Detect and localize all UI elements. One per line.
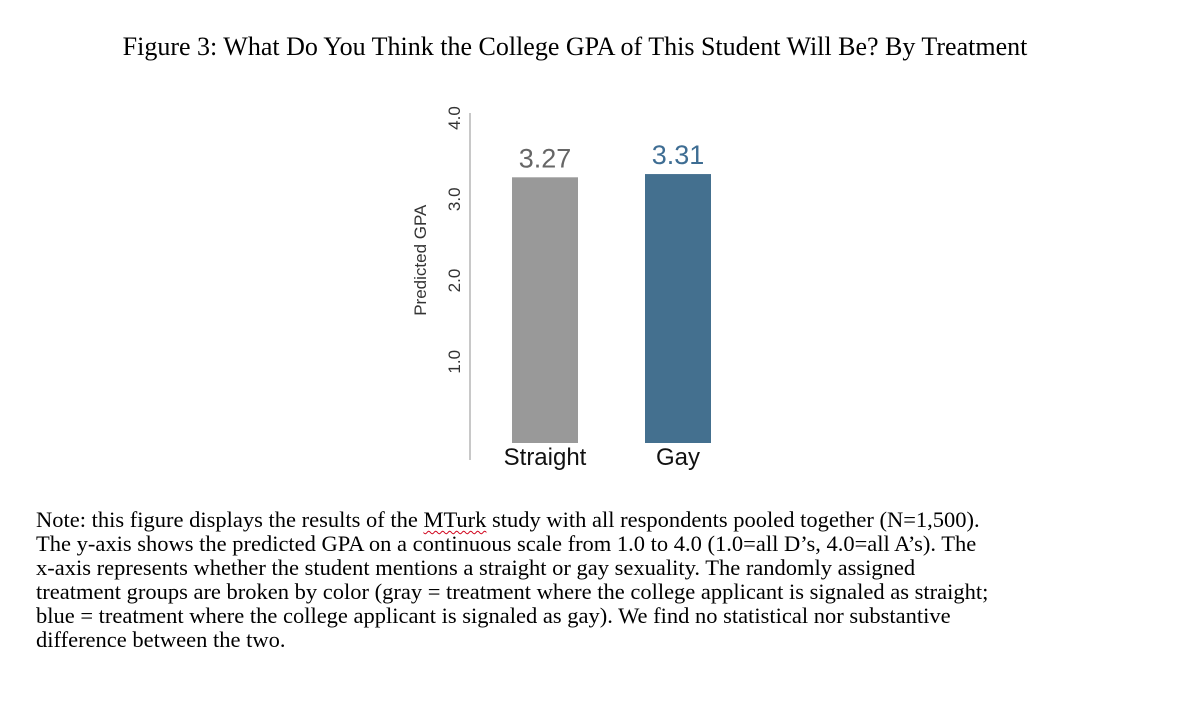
x-category-label: Straight: [504, 444, 587, 471]
figure-note: Note: this figure displays the results o…: [36, 508, 1146, 652]
note-text: study with all respondents pooled togeth…: [486, 507, 980, 532]
x-category-label: Gay: [656, 444, 700, 471]
note-line: x-axis represents whether the student me…: [36, 555, 916, 580]
note-mturk-word: MTurk: [423, 507, 487, 532]
bar-gay: [645, 174, 711, 443]
note-line: blue = treatment where the college appli…: [36, 603, 951, 628]
y-tick-label: 3.0: [445, 187, 464, 211]
note-line: treatment groups are broken by color (gr…: [36, 579, 989, 604]
note-text: Note: this figure displays the results o…: [36, 507, 424, 532]
y-axis-label: Predicted GPA: [411, 204, 430, 316]
bar-chart: 1.0 2.0 3.0 4.0 Predicted GPA 3.27 Straight 3.3…: [411, 106, 711, 471]
data-label: 3.31: [652, 140, 705, 170]
note-line: difference between the two.: [36, 627, 286, 652]
note-line: The y-axis shows the predicted GPA on a …: [36, 531, 977, 556]
note-line: Note: this figure displays the results o…: [36, 508, 1146, 532]
y-tick-label: 1.0: [445, 350, 464, 374]
bar-straight: [512, 177, 578, 443]
figure-title: Figure 3: What Do You Think the College …: [122, 32, 1028, 61]
y-tick-label: 2.0: [445, 269, 464, 293]
data-label: 3.27: [519, 143, 572, 173]
y-tick-label: 4.0: [445, 106, 464, 130]
